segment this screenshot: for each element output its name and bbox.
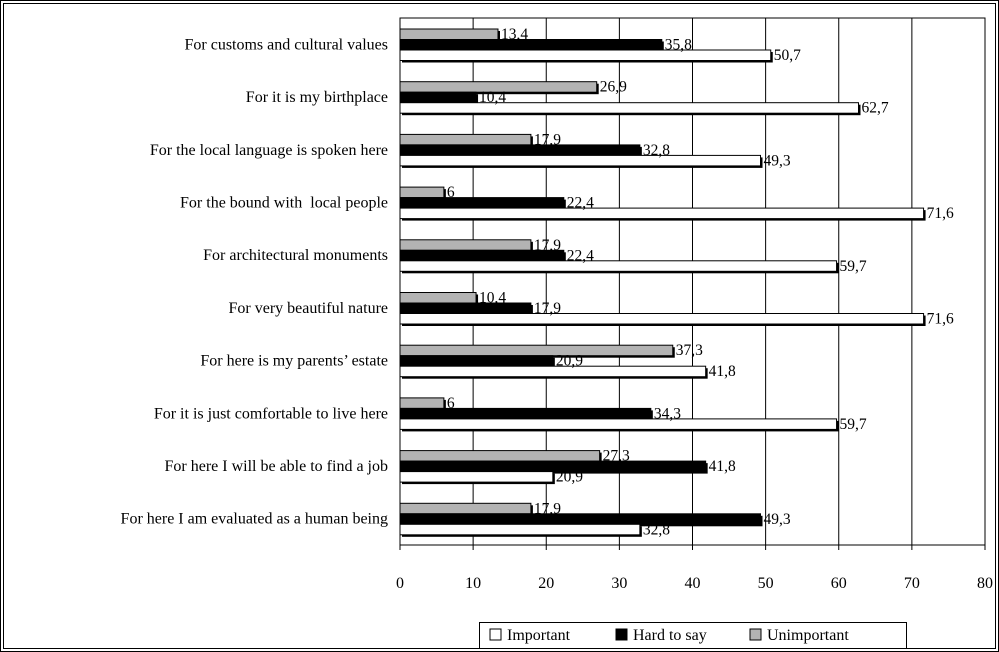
bar-unimportant xyxy=(399,344,674,357)
bar-unimportant xyxy=(399,28,499,40)
data-label-hard-to-say: 49,3 xyxy=(764,511,791,528)
bar-unimportant xyxy=(399,81,598,93)
data-label-hard-to-say: 20,9 xyxy=(556,353,583,370)
category-label: For it is my birthplace xyxy=(246,89,388,106)
bar-unimportant xyxy=(399,397,445,409)
data-label-unimportant: 37,3 xyxy=(676,342,703,359)
data-label-important: 71,6 xyxy=(927,205,954,222)
bar-hard-to-say xyxy=(399,302,532,314)
bar-hard-to-say xyxy=(399,460,707,473)
bar-important xyxy=(399,313,925,325)
legend-label-hard-to-say: Hard to say xyxy=(633,627,707,644)
data-label-unimportant: 10,4 xyxy=(479,290,506,307)
bar-hard-to-say xyxy=(399,407,652,420)
legend: □ Important ■ Hard to say ■ Unimportant xyxy=(479,622,907,649)
data-label-important: 32,8 xyxy=(643,521,670,538)
x-tick-label: 10 xyxy=(465,575,481,592)
bar-hard-to-say xyxy=(399,513,762,525)
legend-label-important: Important xyxy=(507,627,571,644)
data-label-important: 59,7 xyxy=(840,416,867,433)
data-label-unimportant: 6 xyxy=(447,395,455,412)
bar-important xyxy=(399,260,838,272)
bar-unimportant xyxy=(399,502,532,515)
bar-unimportant xyxy=(399,186,445,199)
data-label-unimportant: 6 xyxy=(447,184,455,201)
x-tick-label: 0 xyxy=(396,575,404,592)
legend-swatch-hard-to-say: ■ xyxy=(615,628,628,641)
x-tick-label: 20 xyxy=(538,575,554,592)
category-label: For here is my parents’ estate xyxy=(200,353,388,370)
x-tick-label: 80 xyxy=(977,575,993,592)
data-labels: 13,4 35,8 50,7 26,9 10,4 62,7 17,9 32,8 49,3 6 22,… xyxy=(447,26,954,538)
category-label: For customs and cultural values xyxy=(184,36,388,53)
bar-unimportant xyxy=(399,133,532,146)
data-label-unimportant: 17,9 xyxy=(534,131,561,148)
data-label-unimportant: 27,3 xyxy=(603,448,630,465)
bars xyxy=(399,28,926,537)
data-label-important: 71,6 xyxy=(927,311,954,328)
legend-swatch-important: □ xyxy=(489,628,502,641)
category-label: For the local language is spoken here xyxy=(150,142,388,159)
bar-important xyxy=(399,207,925,220)
category-label: For it is just comfortable to live here xyxy=(154,405,388,422)
data-label-important: 41,8 xyxy=(709,363,736,380)
bar-hard-to-say xyxy=(399,197,565,209)
data-label-unimportant: 17,9 xyxy=(534,237,561,254)
data-label-hard-to-say: 41,8 xyxy=(709,458,736,475)
category-label: For architectural monuments xyxy=(203,247,388,264)
x-tick-label: 30 xyxy=(611,575,627,592)
data-label-hard-to-say: 17,9 xyxy=(534,300,561,317)
data-label-important: 62,7 xyxy=(861,100,888,117)
data-label-important: 50,7 xyxy=(774,47,801,64)
data-label-hard-to-say: 22,4 xyxy=(567,195,594,212)
data-label-important: 49,3 xyxy=(764,152,791,169)
bar-hard-to-say xyxy=(399,144,641,156)
legend-box xyxy=(479,622,907,649)
category-labels: For customs and cultural values For it is… xyxy=(121,36,388,527)
bar-important xyxy=(399,102,859,114)
x-tick-label: 50 xyxy=(758,575,774,592)
data-label-unimportant: 17,9 xyxy=(534,500,561,517)
data-label-hard-to-say: 34,3 xyxy=(654,405,681,422)
legend-swatch-unimportant: ■ xyxy=(749,628,762,641)
bar-important xyxy=(399,365,707,378)
bar-hard-to-say xyxy=(399,355,554,367)
category-label: For the bound with local people xyxy=(180,194,388,211)
x-axis: 0 10 20 30 40 50 60 70 80 xyxy=(396,545,993,592)
x-tick-label: 70 xyxy=(904,575,920,592)
data-label-important: 59,7 xyxy=(840,258,867,275)
data-label-important: 20,9 xyxy=(556,469,583,486)
bar-unimportant xyxy=(399,292,477,304)
bar-hard-to-say xyxy=(399,39,663,51)
data-label-unimportant: 13,4 xyxy=(501,26,528,43)
bar-unimportant xyxy=(399,239,532,251)
bar-important xyxy=(399,154,762,167)
legend-label-unimportant: Unimportant xyxy=(767,627,849,644)
x-tick-label: 60 xyxy=(831,575,847,592)
data-label-hard-to-say: 22,4 xyxy=(567,247,594,264)
category-label: For here I will be able to find a job xyxy=(165,458,389,475)
x-tick-label: 40 xyxy=(685,575,701,592)
bar-important xyxy=(399,523,641,536)
data-label-unimportant: 26,9 xyxy=(600,79,627,96)
data-label-hard-to-say: 10,4 xyxy=(479,89,506,106)
data-label-hard-to-say: 35,8 xyxy=(665,37,692,54)
data-label-hard-to-say: 32,8 xyxy=(643,142,670,159)
bar-important xyxy=(399,471,554,483)
bar-important xyxy=(399,418,838,430)
category-label: For very beautiful nature xyxy=(229,300,389,317)
category-label: For here I am evaluated as a human being xyxy=(121,511,388,528)
bar-important xyxy=(399,49,772,61)
bar-unimportant xyxy=(399,450,601,462)
bar-hard-to-say xyxy=(399,91,477,104)
